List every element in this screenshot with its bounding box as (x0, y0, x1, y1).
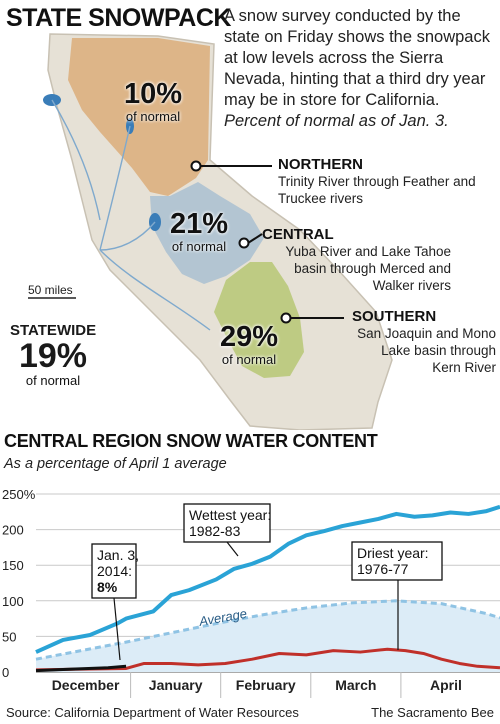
southern-percent-label: 29% of normal (220, 321, 279, 368)
current-annotation-text: 2014: (97, 563, 132, 579)
x-month-label: January (149, 677, 203, 693)
southern-percent: 29% (220, 321, 279, 353)
northern-callout-dot (190, 160, 202, 172)
wettest-annotation-text: Wettest year: (189, 507, 271, 523)
intro-text: A snow survey conducted by the state on … (224, 6, 496, 132)
wettest-leader (226, 541, 239, 557)
statewide-block: STATEWIDE 19% of normal (10, 322, 96, 388)
northern-title: NORTHERN (278, 156, 363, 173)
central-of-normal: of normal (171, 239, 227, 254)
x-month-label: February (236, 677, 296, 693)
statewide-of-normal: of normal (25, 373, 81, 388)
y-tick-label: 0 (2, 665, 9, 680)
driest-annotation-box (351, 541, 443, 581)
southern-of-normal: of normal (221, 352, 277, 367)
central-percent-label: 21% of normal (170, 208, 229, 255)
snow-water-chart: 0 50 100 150 200 250% December January February… (2, 487, 500, 698)
southern-callout-dot (280, 312, 292, 324)
northern-of-normal: of normal (125, 109, 181, 124)
current-leader (113, 597, 121, 661)
average-area (36, 600, 500, 672)
source-text: Source: California Department of Water R… (6, 705, 299, 720)
northern-percent: 10% (124, 78, 183, 110)
driest-annotation-text: Driest year: (357, 545, 429, 561)
x-month-label: April (430, 677, 462, 693)
southern-title: SOUTHERN (352, 308, 437, 325)
statewide-percent: 19% (18, 337, 88, 375)
scale-label: 50 miles (28, 283, 73, 297)
california-map (28, 33, 393, 430)
southern-callout: SOUTHERN San Joaquin and Mono Lake basin… (352, 308, 496, 376)
southern-region-shape (214, 262, 304, 378)
current-annotation-text: 8% (97, 579, 118, 595)
northern-region-shape (68, 38, 210, 196)
northern-description: Trinity River through Feather and Trucke… (278, 174, 476, 206)
central-region-shape (150, 182, 264, 284)
wettest-annotation: Wettest year:1982-83 (183, 503, 271, 543)
southern-description: San Joaquin and Mono Lake basin through … (357, 326, 496, 375)
river-lines (51, 99, 211, 331)
chart-subtitle: As a percentage of April 1 average (4, 456, 227, 472)
current-annotation: Jan. 3,2014:8% (91, 543, 139, 599)
credit-text: The Sacramento Bee (371, 705, 494, 720)
driest-annotation-text: 1976-77 (357, 561, 409, 577)
central-description: Yuba River and Lake Tahoe basin through … (285, 244, 451, 293)
x-month-label: March (335, 677, 376, 693)
central-percent: 21% (170, 208, 229, 240)
central-title: CENTRAL (262, 226, 334, 243)
intro-body: A snow survey conducted by the state on … (224, 7, 490, 109)
current-annotation-text: Jan. 3, (97, 547, 139, 563)
x-month-label: December (52, 677, 120, 693)
northern-percent-label: 10% of normal (124, 78, 183, 125)
y-tick-label: 200 (2, 523, 24, 538)
central-callout-line (247, 233, 263, 244)
y-tick-label: 150 (2, 558, 24, 573)
northern-callout: NORTHERN Trinity River through Feather a… (278, 156, 496, 207)
wettest-series-line (35, 504, 500, 654)
central-callout-dot (238, 237, 250, 249)
driest-annotation: Driest year:1976-77 (351, 541, 443, 581)
chart-title: CENTRAL REGION SNOW WATER CONTENT (4, 431, 378, 451)
current-series-line (35, 664, 127, 673)
y-tick-label: 100 (2, 594, 24, 609)
y-tick-label: 50 (2, 629, 16, 644)
wettest-annotation-box (183, 503, 271, 543)
central-callout: CENTRAL Yuba River and Lake Tahoe basin … (262, 226, 451, 294)
wettest-annotation-text: 1982-83 (189, 523, 241, 539)
intro-italic: Percent of normal as of Jan. 3. (224, 112, 449, 130)
y-tick-label: 250% (2, 487, 36, 502)
statewide-label: STATEWIDE (10, 322, 97, 339)
driest-series-line (35, 647, 500, 672)
page-title: STATE SNOWPACK (6, 4, 231, 32)
